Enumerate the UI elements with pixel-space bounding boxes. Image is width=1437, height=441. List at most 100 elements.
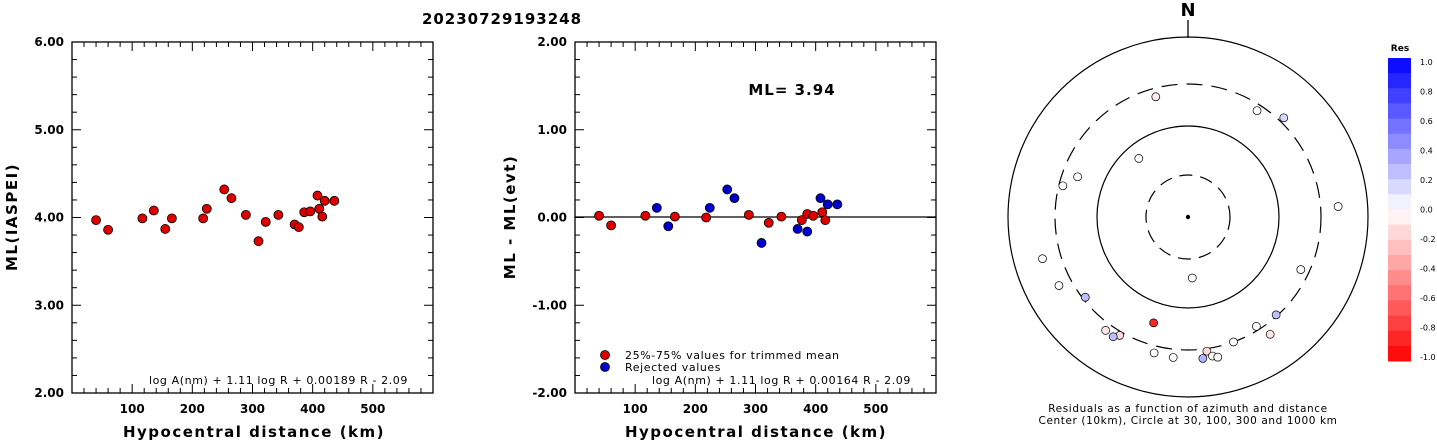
station-point [1134,154,1144,163]
colorbar-cell [1388,315,1411,332]
colorbar-tick-labels: 1.0 0.8 0.6 0.4 0.2 0.0 -0.2 -0.4 -0.6 -0.8 -1.0 [1420,58,1436,362]
data-point [319,195,330,206]
colorbar-tick-label: 0.6 [1420,117,1433,126]
figure-title: 20230729193248 [422,10,582,28]
colorbar-tick-label: -0.6 [1420,294,1436,303]
panel1-x-axis-label: Hypocentral distance (km) [123,423,385,441]
station-point [1229,337,1238,347]
y-tick-label: 0.00 [537,211,567,225]
colorbar-tick-label: -0.4 [1420,265,1436,274]
ml-residual-panel: 100 200 300 400 500 -2.00 -1.00 0.00 1.00 2.00 M… [501,35,937,441]
ring-100km [1096,125,1280,309]
colorbar-cell [1388,285,1411,301]
colorbar-cell [1388,58,1411,74]
accepted-point [808,210,819,221]
data-point [219,184,230,195]
station-point [1054,281,1064,290]
colorbar-cell [1388,103,1411,120]
data-point [317,211,328,222]
y-tick-label: 2.00 [537,35,567,49]
residual-colorbar: Res 1.0 0.8 0.6 0.4 0.2 0.0 -0.2 -0.4 -0.6 -0.8 -1… [1388,44,1436,362]
center-point [1185,214,1191,220]
station-point [1213,352,1223,362]
ring-outer [1007,36,1369,398]
colorbar-cell [1388,270,1411,286]
panel1-x-tick-labels: 100 200 300 400 500 [120,402,386,416]
rejected-point [704,202,715,213]
station-point [1058,181,1068,191]
rejected-point [756,238,767,248]
legend-accepted-marker [600,350,610,360]
data-point [305,206,316,217]
colorbar-cell [1388,133,1411,150]
panel1-y-tick-labels: 2.00 3.00 4.00 5.00 6.00 [34,35,64,400]
station-point [1149,318,1158,328]
accepted-point [606,220,616,231]
colorbar-cell [1388,209,1411,226]
data-point [198,213,209,224]
panel2-y-axis-label: ML - ML(evt) [501,155,519,279]
legend-rejected-label: Rejected values [625,361,721,374]
station-point [1101,326,1110,335]
colorbar-tick-label: 0.0 [1420,206,1433,215]
ring-300km [1054,83,1322,351]
x-tick-label: 200 [683,402,708,416]
colorbar-cell [1388,118,1411,135]
ml-iaspei-panel: 100 200 300 400 500 2.00 3.00 4.00 5.00 6.00 log… [3,35,434,441]
x-tick-label: 100 [120,402,145,416]
colorbar-cell [1388,164,1411,180]
accepted-point [640,210,651,221]
rejected-point [663,221,674,232]
panel1-y-axis-label: ML(IASPEI) [3,163,21,271]
rejected-point [815,193,826,204]
colorbar-cell [1388,179,1411,195]
panel1-points [91,184,340,247]
accepted-point [763,217,774,228]
colorbar-cell [1388,330,1411,347]
panel1-formula: log A(nm) + 1.11 log R + 0.00189 R - 2.0… [149,374,408,387]
colorbar-cell [1388,224,1411,241]
panel2-points [594,184,843,248]
accepted-point [594,210,604,221]
accepted-point [743,209,754,220]
station-point [1038,254,1047,264]
rejected-point [832,199,843,210]
x-tick-label: 400 [803,402,828,416]
x-tick-label: 400 [300,402,325,416]
data-point [137,213,148,224]
x-tick-label: 200 [180,402,205,416]
colorbar-tick-label: 0.4 [1420,147,1433,156]
colorbar-cell [1388,300,1411,317]
colorbar-tick-label: 0.2 [1420,176,1433,185]
station-point [1080,292,1090,302]
data-point [160,224,171,234]
colorbar-label: Res [1391,44,1409,54]
panel2-ticks [575,42,936,393]
colorbar-cell [1388,148,1411,165]
colorbar-tick-label: 1.0 [1420,58,1433,67]
data-point [201,203,212,214]
colorbar-tick-label: -0.8 [1420,324,1436,333]
colorbar-cell [1388,194,1411,210]
panel2-x-tick-labels: 100 200 300 400 500 [623,402,889,416]
legend-accepted-label: 25%-75% values for trimmed mean [625,349,840,362]
colorbar-cell [1388,73,1411,89]
rejected-point [802,226,813,237]
accepted-point [776,211,787,222]
station-point [1198,354,1208,363]
x-tick-label: 300 [743,402,768,416]
colorbar-cells [1388,58,1411,362]
rejected-point [792,224,803,234]
azimuth-distance-panel: N Residuals as a function of azimuth and… [1007,0,1369,427]
station-point [1333,202,1343,211]
station-point [1265,329,1275,339]
polar-caption-2: Center (10km), Circle at 30, 100, 300 an… [1039,415,1338,427]
polar-caption-1: Residuals as a function of azimuth and d… [1048,403,1328,415]
north-label: N [1180,0,1195,21]
legend-rejected-marker [600,362,610,372]
y-tick-label: 2.00 [34,386,64,400]
station-point [1151,92,1161,102]
colorbar-cell [1388,88,1411,104]
y-tick-label: 1.00 [537,123,567,137]
